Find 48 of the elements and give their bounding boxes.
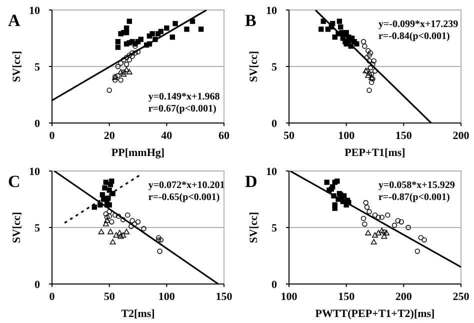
y-tick-label: 5 — [34, 222, 40, 234]
chart-title: B — [245, 11, 256, 30]
x-tick-label: 50 — [284, 130, 295, 142]
y-tick-label: 0 — [272, 118, 278, 130]
y-tick-label: 0 — [34, 118, 40, 130]
y-tick-label: 5 — [272, 222, 278, 234]
y-tick-label: 10 — [29, 166, 40, 178]
x-tick-label: 200 — [452, 130, 470, 142]
x-tick-label: 100 — [338, 130, 356, 142]
annotation: y=0.149*x+1.968 — [148, 91, 220, 102]
y-tick-label: 0 — [34, 279, 40, 291]
x-tick-label: 40 — [161, 130, 173, 142]
x-tick-label: 100 — [158, 291, 176, 303]
annotation: y=0.058*x+15.929 — [378, 180, 455, 192]
y-tick-label: 0 — [272, 279, 278, 291]
chart-title: C — [8, 172, 20, 191]
y-tick-label: 5 — [34, 62, 40, 74]
x-tick-label: 100 — [280, 291, 298, 303]
annotation: r=-0.65(p<0.001) — [148, 192, 220, 204]
x-axis-title: PP[mmHg] — [111, 147, 165, 159]
x-tick-label: 150 — [216, 291, 233, 303]
y-axis-title: SV[cc] — [248, 212, 260, 244]
y-tick-label: 10 — [266, 5, 278, 17]
annotation: r=-0.87(p<0.001) — [378, 192, 450, 204]
annotation: y=-0.099*x+17.239 — [378, 19, 458, 30]
y-axis-title: SV[cc] — [11, 212, 23, 244]
y-tick-label: 10 — [29, 5, 40, 17]
x-tick-label: 150 — [338, 291, 356, 303]
x-tick-label: 250 — [452, 291, 470, 303]
x-tick-label: 60 — [218, 130, 230, 142]
y-axis-title: SV[cc] — [248, 50, 260, 82]
x-axis-title: PEP+T1[ms] — [344, 147, 406, 159]
annotation: r=0.67(p<0.001) — [148, 103, 216, 114]
chart-title: A — [8, 11, 21, 30]
x-tick-label: 200 — [395, 291, 412, 303]
x-tick-label: 50 — [104, 291, 116, 303]
x-tick-label: 20 — [104, 130, 116, 142]
x-axis-title: PWTT(PEP+T1+T2)[ms] — [315, 308, 435, 320]
x-axis-title: T2[ms] — [121, 308, 155, 320]
y-tick-label: 5 — [272, 62, 278, 74]
y-tick-label: 10 — [266, 166, 278, 178]
annotation: y=0.072*x+10.201 — [148, 180, 225, 192]
x-tick-label: 0 — [49, 291, 56, 303]
chart-title: D — [245, 172, 258, 191]
x-tick-label: 150 — [395, 130, 412, 142]
x-tick-label: 0 — [49, 130, 56, 142]
y-axis-title: SV[cc] — [11, 50, 23, 82]
annotation: r=-0.84(p<0.001) — [378, 31, 450, 42]
